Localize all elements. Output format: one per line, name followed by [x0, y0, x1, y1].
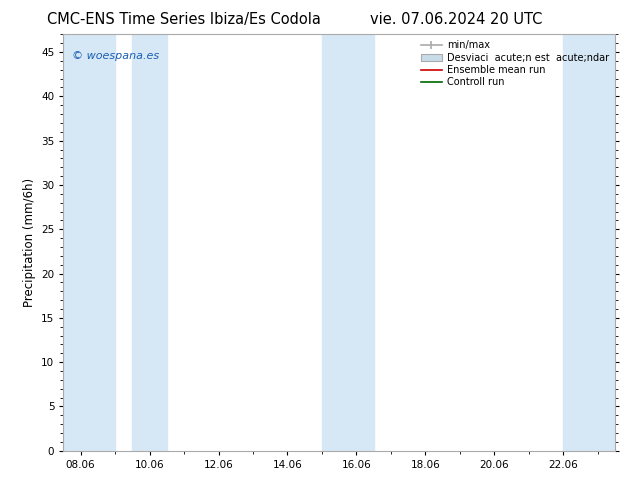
Text: © woespana.es: © woespana.es [72, 51, 158, 61]
Bar [563, 34, 615, 451]
Legend: min/max, Desviaci  acute;n est  acute;ndar, Ensemble mean run, Controll run: min/max, Desviaci acute;n est acute;ndar… [417, 36, 613, 91]
Text: vie. 07.06.2024 20 UTC: vie. 07.06.2024 20 UTC [370, 12, 543, 27]
Text: CMC-ENS Time Series Ibiza/Es Codola: CMC-ENS Time Series Ibiza/Es Codola [47, 12, 321, 27]
Bar [133, 34, 167, 451]
Bar [322, 34, 373, 451]
Bar [63, 34, 115, 451]
Y-axis label: Precipitation (mm/6h): Precipitation (mm/6h) [23, 178, 36, 307]
